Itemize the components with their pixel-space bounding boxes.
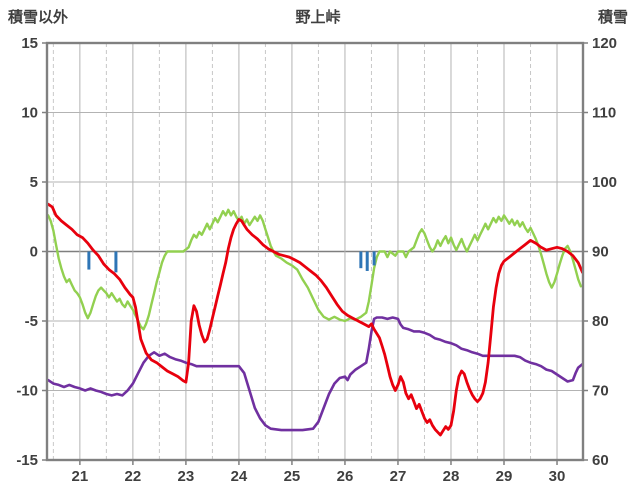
snow-depth-line [46,316,584,432]
left-tick-label: 0 [30,244,38,261]
left-axis-title: 積雪以外 [8,9,69,26]
x-tick-label: 25 [284,468,301,485]
x-tick-label: 21 [72,468,89,485]
right-tick-label: 100 [592,174,617,191]
road-surface-temperature-line [46,208,583,331]
left-tick-label: 10 [21,105,38,122]
air-temperature-line [46,202,584,437]
x-tick-label: 24 [231,468,248,485]
right-tick-label: 80 [592,313,609,330]
right-tick-label: 90 [592,244,609,261]
right-axis-title: 積雪 [597,9,628,26]
right-tick-label: 70 [592,383,609,400]
left-tick-label: 5 [30,174,38,191]
right-tick-label: 120 [592,35,617,52]
x-tick-label: 23 [178,468,195,485]
x-tick-label: 22 [125,468,142,485]
left-tick-label: -15 [16,452,38,469]
x-tick-label: 28 [443,468,460,485]
x-tick-label: 27 [390,468,407,485]
left-tick-label: -5 [25,313,38,330]
right-tick-label: 60 [592,452,609,469]
x-tick-label: 29 [496,468,513,485]
x-tick-label: 26 [337,468,354,485]
left-tick-label: -10 [16,383,38,400]
left-tick-label: 15 [21,35,38,52]
x-tick-label: 30 [549,468,566,485]
right-tick-label: 110 [592,105,616,122]
